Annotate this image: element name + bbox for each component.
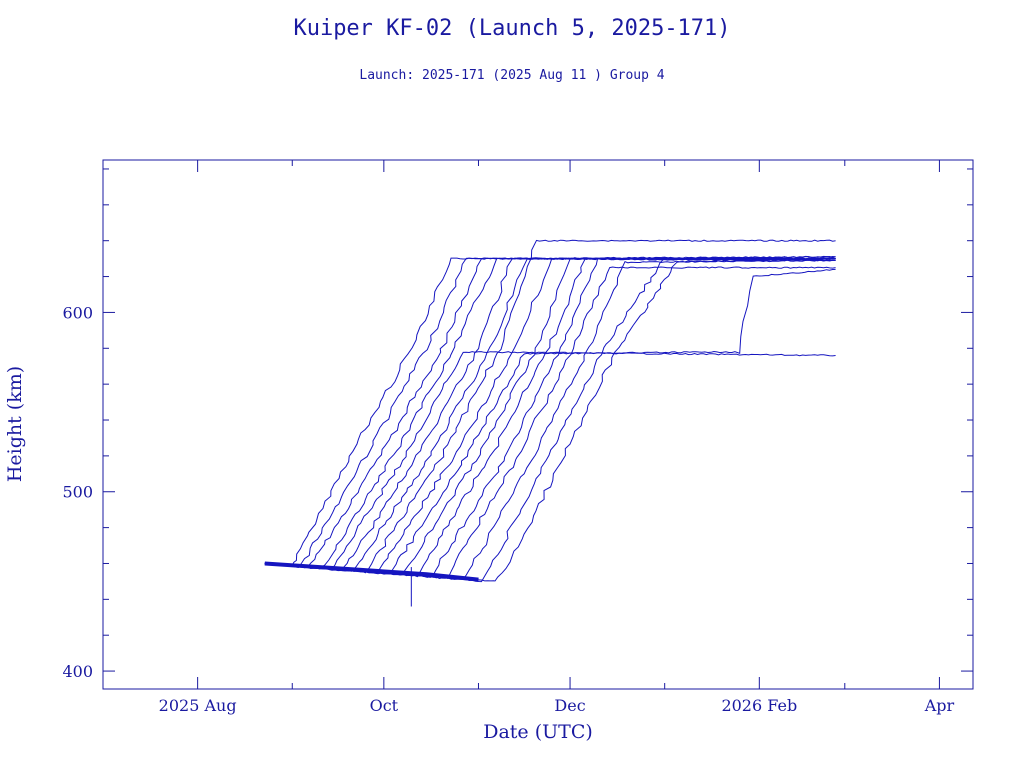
- y-axis-title: Height (km): [4, 366, 26, 482]
- y-tick-label: 500: [62, 483, 93, 502]
- series-line-2: [264, 257, 836, 569]
- series-line-5: [264, 351, 836, 570]
- tick-labels: 400 500 600 2025 Aug Oct Dec 2026 Feb Apr: [62, 303, 954, 715]
- x-tick-label: 2025 Aug: [159, 696, 237, 715]
- series-line-6: [264, 257, 836, 572]
- series-line-17: [264, 257, 836, 582]
- chart-subtitle: Launch: 2025-171 (2025 Aug 11 ) Group 4: [359, 68, 665, 83]
- series-line-13: [264, 255, 836, 577]
- x-tick-label: 2026 Feb: [721, 696, 797, 715]
- series-line-4: [264, 255, 836, 570]
- series-line-11: [264, 257, 836, 576]
- y-tick-label: 600: [62, 303, 93, 322]
- x-axis-title: Date (UTC): [483, 721, 593, 743]
- y-tick-label: 400: [62, 662, 93, 681]
- series-group: [264, 239, 836, 607]
- x-tick-label: Oct: [370, 696, 399, 715]
- axis-ticks: [102, 160, 973, 689]
- series-line-16: [264, 257, 836, 583]
- chart-title: Kuiper KF-02 (Launch 5, 2025-171): [293, 16, 731, 41]
- initial-orbit-band: [264, 561, 479, 582]
- series-line-7: [264, 257, 836, 572]
- series-line-3: [264, 257, 836, 568]
- plot-frame: [102, 159, 974, 690]
- series-line-1: [264, 257, 836, 566]
- series-line-12: [264, 257, 836, 578]
- x-tick-label: Dec: [554, 696, 585, 715]
- x-tick-label: Apr: [924, 696, 955, 715]
- series-line-9: [264, 257, 836, 574]
